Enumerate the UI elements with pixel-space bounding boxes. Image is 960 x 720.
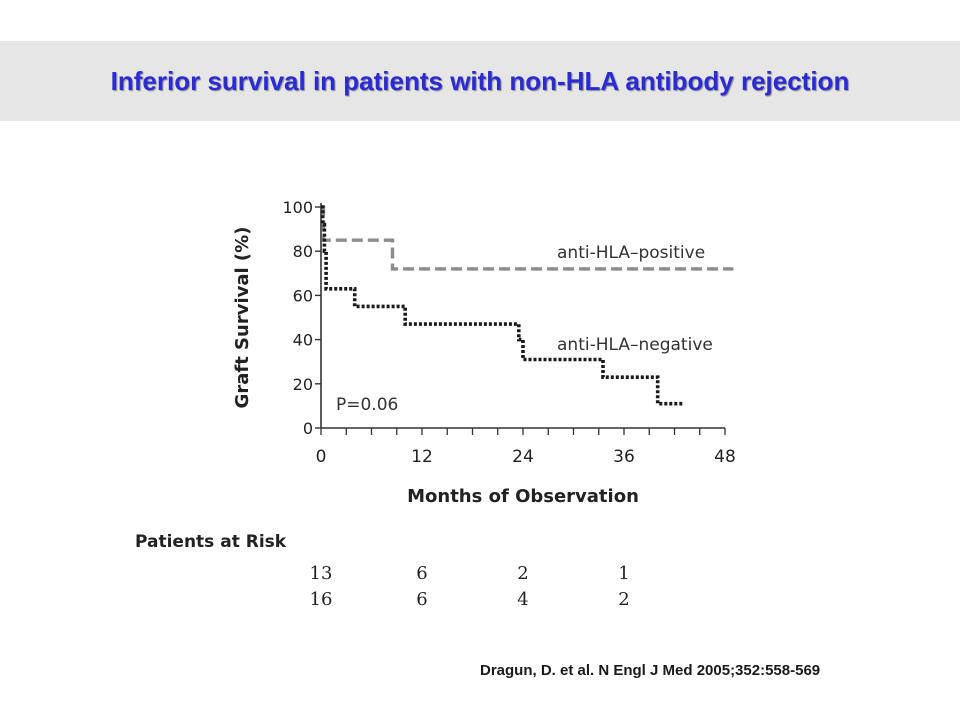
x-tick-label: 12 xyxy=(411,447,433,467)
p-value-annotation: P=0.06 xyxy=(336,395,398,415)
risk-table-cell: 6 xyxy=(416,589,427,610)
y-tick-label: 0 xyxy=(303,419,313,438)
slide-title: Inferior survival in patients with non-H… xyxy=(110,66,850,96)
y-tick-label: 20 xyxy=(293,375,313,394)
risk-table-cell: 2 xyxy=(517,563,528,584)
x-tick-label: 48 xyxy=(714,447,736,467)
risk-table-cell: 4 xyxy=(517,589,528,610)
x-tick-label: 24 xyxy=(512,447,534,467)
risk-table-cell: 13 xyxy=(310,563,333,584)
x-axis-title: Months of Observation xyxy=(407,486,639,507)
x-tick-label: 0 xyxy=(316,447,327,467)
citation: Dragun, D. et al. N Engl J Med 2005;352:… xyxy=(480,662,821,679)
risk-table-cell: 16 xyxy=(310,589,333,610)
series-line-anti-hla-negative xyxy=(320,205,683,406)
risk-table-title: Patients at Risk xyxy=(135,532,287,552)
y-tick-label: 80 xyxy=(293,242,313,261)
x-tick-label: 36 xyxy=(613,447,635,467)
y-tick-label: 40 xyxy=(293,331,313,350)
series-label-anti-hla-positive: anti-HLA–positive xyxy=(557,243,705,263)
title-band: Inferior survival in patients with non-H… xyxy=(0,41,960,121)
risk-table-cell: 6 xyxy=(416,563,427,584)
risk-table-cell: 1 xyxy=(618,563,629,584)
risk-table-cell: 2 xyxy=(618,589,629,610)
y-tick-label: 60 xyxy=(293,286,313,305)
series-label-anti-hla-negative: anti-HLA–negative xyxy=(557,335,713,355)
y-axis-title: Graft Survival (%) xyxy=(232,227,253,409)
y-tick-label: 100 xyxy=(282,198,313,217)
